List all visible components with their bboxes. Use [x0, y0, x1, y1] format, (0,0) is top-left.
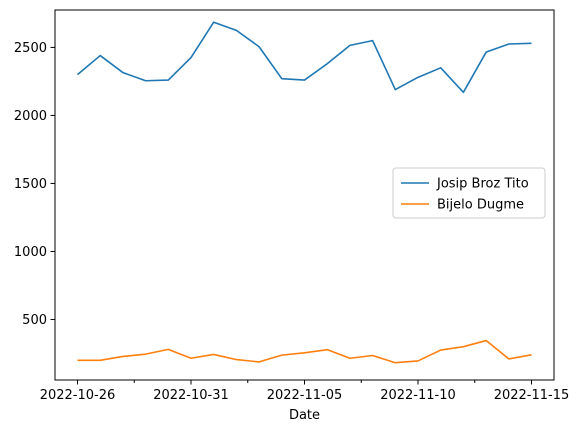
x-tick-label: 2022-10-31: [153, 388, 229, 403]
series-line-1: [76, 21, 532, 94]
legend: Josip Broz Tito Bijelo Dugme: [392, 167, 546, 219]
y-tick-label: 500: [22, 313, 47, 328]
y-tick-label: 1000: [14, 245, 47, 260]
x-tick-label: 2022-10-26: [40, 388, 116, 403]
y-tick-label: 2500: [14, 41, 47, 56]
x-tick-label: 2022-11-15: [494, 388, 570, 403]
y-axis: 500 1000 1500 2000 2500: [14, 41, 55, 328]
legend-label: Bijelo Dugme: [437, 198, 524, 213]
x-tick-label: 2022-11-05: [267, 388, 343, 403]
legend-label: Josip Broz Tito: [436, 177, 529, 192]
y-tick-label: 2000: [14, 109, 47, 124]
y-tick-label: 1500: [14, 177, 47, 192]
series-line-2: [77, 339, 532, 364]
x-axis: 2022-10-26 2022-10-31 2022-11-05 2022-11-10…: [40, 380, 570, 403]
x-axis-label: Date: [289, 408, 320, 423]
x-tick-label: 2022-11-10: [380, 388, 456, 403]
series-group: [76, 21, 532, 364]
legend-box: [392, 167, 546, 219]
